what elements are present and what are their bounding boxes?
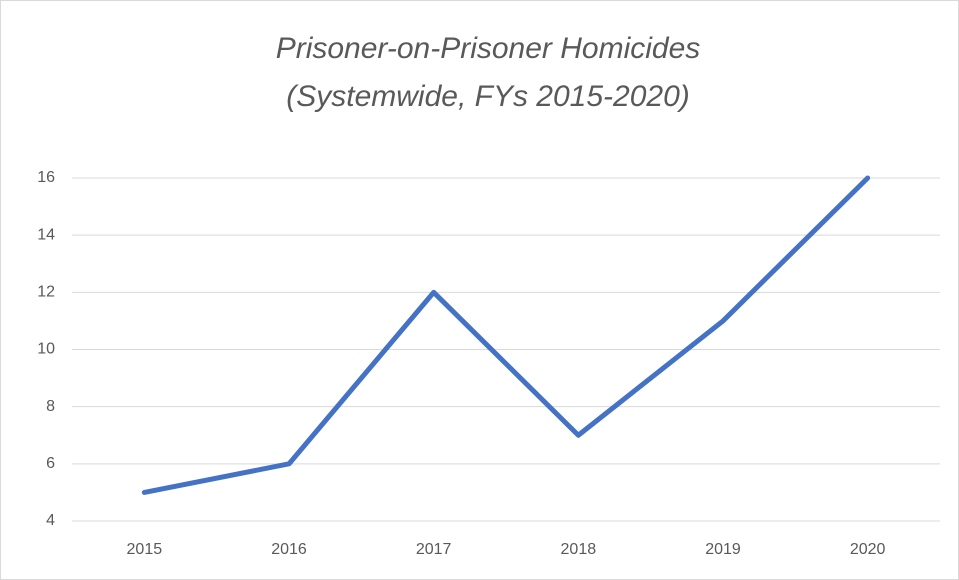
y-tick-label: 8 bbox=[46, 398, 55, 415]
y-tick-label: 10 bbox=[37, 341, 55, 358]
y-tick-label: 16 bbox=[37, 169, 55, 186]
y-tick-label: 6 bbox=[46, 455, 55, 472]
chart-title: Prisoner-on-Prisoner Homicides bbox=[276, 32, 701, 65]
x-tick-label: 2017 bbox=[416, 541, 452, 558]
y-tick-label: 14 bbox=[37, 226, 55, 243]
y-tick-label: 4 bbox=[46, 512, 55, 529]
data-line bbox=[141, 175, 871, 495]
x-tick-label: 2015 bbox=[127, 541, 163, 558]
x-tick-label: 2020 bbox=[850, 541, 886, 558]
x-tick-label: 2016 bbox=[271, 541, 307, 558]
chart-subtitle: (Systemwide, FYs 2015-2020) bbox=[286, 80, 690, 113]
x-tick-label: 2019 bbox=[705, 541, 741, 558]
x-tick-label: 2018 bbox=[561, 541, 597, 558]
y-tick-label: 12 bbox=[37, 284, 55, 301]
